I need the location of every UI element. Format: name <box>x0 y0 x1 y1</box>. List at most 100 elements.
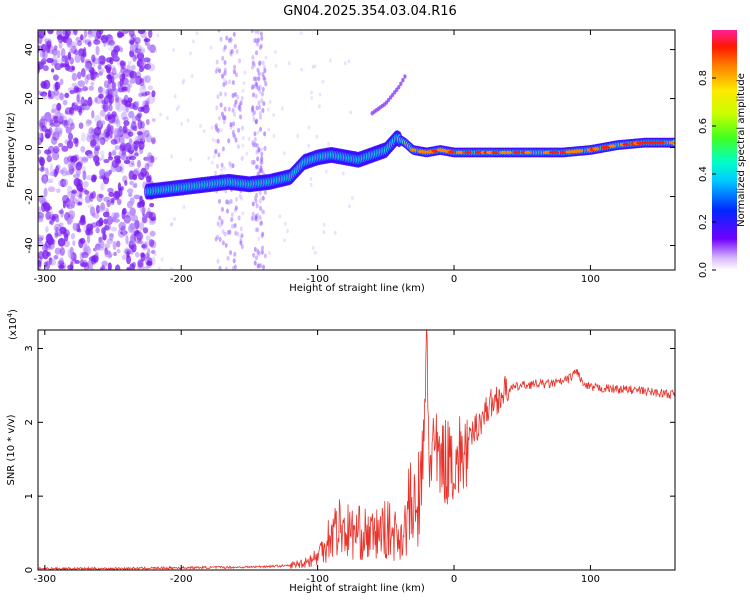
noise-spot <box>259 31 263 37</box>
noise-spot <box>254 30 258 35</box>
noise-spot <box>280 106 284 111</box>
noise-spot <box>190 73 194 78</box>
noise-spot <box>241 88 245 93</box>
noise-spot <box>216 258 220 264</box>
noise-spot <box>118 221 126 231</box>
ridge-hotspot <box>491 150 499 155</box>
harmonic-mark <box>395 87 399 92</box>
noise-spot <box>118 137 125 146</box>
noise-spot <box>144 240 149 249</box>
noise-spot <box>210 125 214 130</box>
noise-spot <box>103 218 108 225</box>
y-tick-label: -20 <box>24 188 35 204</box>
noise-spot <box>47 30 54 35</box>
noise-spot <box>102 233 107 241</box>
noise-spot <box>133 140 141 145</box>
noise-spot <box>117 182 122 192</box>
noise-spot <box>48 220 53 225</box>
noise-spot <box>104 247 108 256</box>
noise-spot <box>86 120 93 125</box>
noise-spot <box>283 221 287 226</box>
noise-spot <box>234 99 238 105</box>
ridge-hotspot <box>608 144 616 148</box>
noise-spot <box>54 247 61 255</box>
snr-scale-close: ) <box>8 309 19 313</box>
noise-spot <box>113 55 120 60</box>
noise-spot <box>64 139 71 145</box>
noise-spot <box>128 138 133 144</box>
noise-spot <box>257 86 261 92</box>
noise-spot <box>105 251 113 258</box>
noise-spot <box>133 194 141 200</box>
noise-spot <box>257 250 261 256</box>
noise-spot <box>77 98 82 103</box>
snr-y-label: SNR (10 * v/v) <box>6 414 17 485</box>
noise-spot <box>81 157 89 164</box>
noise-spot <box>98 217 104 226</box>
noise-spot <box>296 133 300 138</box>
noise-spot <box>254 255 258 261</box>
noise-spot <box>318 92 322 97</box>
noise-spot <box>75 170 81 176</box>
noise-spot <box>254 119 258 125</box>
noise-spot <box>73 87 82 93</box>
noise-spot <box>260 151 264 157</box>
noise-spot <box>348 204 351 209</box>
noise-spot <box>217 152 221 158</box>
noise-spot <box>236 94 240 100</box>
noise-spot <box>111 159 119 169</box>
noise-spot <box>122 175 128 183</box>
noise-spot <box>55 81 61 90</box>
noise-spot <box>222 71 226 77</box>
noise-spot <box>73 104 78 112</box>
noise-spot <box>75 191 82 198</box>
noise-spot <box>61 63 67 68</box>
noise-spot <box>40 115 47 121</box>
noise-spot <box>141 216 148 224</box>
noise-spot <box>57 130 63 137</box>
ridge-hotspot <box>636 141 644 145</box>
noise-spot <box>146 247 151 258</box>
noise-spot <box>133 51 139 60</box>
noise-spot <box>159 112 162 117</box>
noise-spot <box>256 37 260 43</box>
noise-spot <box>251 60 255 66</box>
noise-spot <box>317 104 321 109</box>
noise-spot <box>220 221 224 227</box>
noise-spot <box>218 115 222 121</box>
noise-spot <box>46 155 52 163</box>
noise-spot <box>148 239 155 247</box>
noise-spot <box>134 48 142 54</box>
noise-spot <box>45 233 53 244</box>
noise-spot <box>119 78 124 88</box>
noise-spot <box>46 151 52 160</box>
x-tick-label: -100 <box>306 574 329 585</box>
noise-spot <box>207 156 211 161</box>
noise-spot <box>214 149 218 155</box>
noise-spot <box>147 85 154 91</box>
ridge-hotspot <box>455 150 463 155</box>
noise-spot <box>129 180 134 186</box>
noise-spot <box>261 195 265 201</box>
noise-spot <box>69 196 75 204</box>
noise-spot <box>140 167 147 177</box>
ridge-hotspot <box>420 150 428 154</box>
noise-spot <box>106 94 112 99</box>
noise-spot <box>256 156 260 162</box>
noise-spot <box>74 154 79 162</box>
noise-spot <box>52 115 58 122</box>
noise-spot <box>89 192 94 200</box>
noise-spot <box>99 266 104 270</box>
noise-spot <box>251 54 255 60</box>
noise-spot <box>264 55 268 60</box>
noise-spot <box>128 30 135 38</box>
spectrogram-x-label: Height of straight line (km) <box>289 283 425 294</box>
harmonic-mark <box>386 97 391 103</box>
y-tick-label: 1 <box>24 493 35 499</box>
harmonic-mark <box>384 100 389 105</box>
noise-spot <box>121 98 127 104</box>
noise-spot <box>234 230 238 236</box>
noise-spot <box>125 156 132 161</box>
noise-spot <box>226 255 230 261</box>
noise-spot <box>258 104 262 110</box>
